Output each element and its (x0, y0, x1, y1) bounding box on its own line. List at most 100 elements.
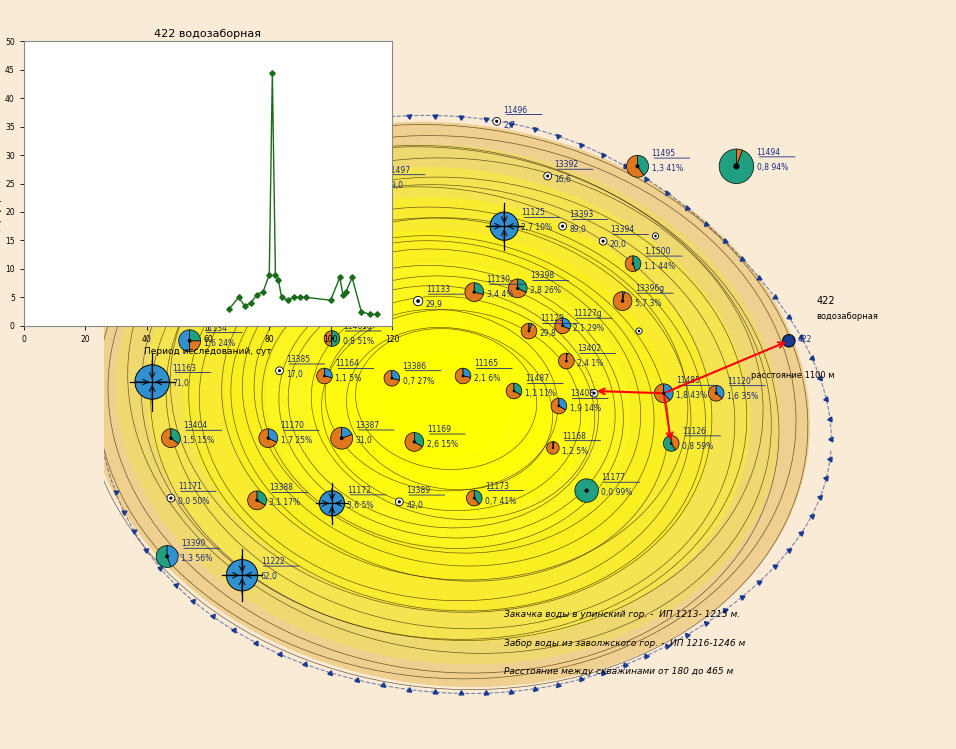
Y-axis label: Конц. флуоресцеина,  ·10⁻⁶ г/л: Конц. флуоресцеина, ·10⁻⁶ г/л (0, 115, 2, 252)
Text: 42,0: 42,0 (406, 501, 424, 510)
Circle shape (557, 404, 560, 407)
Text: 71,0: 71,0 (172, 378, 189, 387)
Text: 1,8 43%: 1,8 43% (676, 391, 707, 401)
Text: 11133: 11133 (425, 285, 449, 294)
Circle shape (544, 172, 552, 180)
Text: 11129: 11129 (540, 315, 564, 324)
Circle shape (413, 297, 423, 306)
Wedge shape (654, 383, 670, 403)
Circle shape (255, 304, 259, 307)
Circle shape (356, 169, 383, 198)
Text: 11169: 11169 (426, 425, 450, 434)
Wedge shape (563, 318, 571, 329)
Wedge shape (324, 303, 339, 318)
Ellipse shape (225, 229, 672, 580)
Circle shape (599, 237, 607, 245)
Text: 11172: 11172 (347, 486, 371, 495)
Text: 1,9 14%: 1,9 14% (570, 404, 601, 413)
Wedge shape (638, 155, 648, 175)
Wedge shape (708, 386, 722, 401)
Text: расстояние 1100 м: расстояние 1100 м (751, 372, 835, 380)
Wedge shape (269, 236, 279, 247)
Circle shape (181, 287, 184, 290)
Wedge shape (474, 282, 484, 294)
Text: 11497: 11497 (386, 166, 411, 175)
X-axis label: Период исследований, сут: Период исследований, сут (144, 347, 272, 356)
Wedge shape (324, 369, 333, 377)
Text: 11485: 11485 (676, 376, 700, 385)
Circle shape (663, 392, 665, 395)
Wedge shape (167, 545, 178, 567)
Wedge shape (331, 427, 353, 449)
Ellipse shape (306, 295, 590, 514)
Text: 1,1 44%: 1,1 44% (644, 262, 675, 271)
Circle shape (169, 497, 172, 500)
Circle shape (227, 560, 258, 591)
Text: 11165: 11165 (474, 360, 498, 369)
Wedge shape (551, 398, 566, 413)
Wedge shape (467, 491, 479, 506)
Wedge shape (465, 282, 484, 302)
Wedge shape (518, 279, 527, 292)
Text: 2,0 3%: 2,0 3% (195, 286, 222, 295)
Circle shape (670, 442, 673, 445)
Circle shape (267, 245, 271, 249)
Text: 13398: 13398 (530, 271, 554, 280)
Wedge shape (257, 236, 279, 258)
Circle shape (528, 330, 531, 333)
Wedge shape (405, 432, 423, 452)
Text: 89,0: 89,0 (570, 225, 586, 234)
Text: 0,8 94%: 0,8 94% (756, 163, 788, 172)
Wedge shape (575, 479, 598, 503)
Text: 1,3 56%: 1,3 56% (181, 554, 212, 563)
Text: 11120: 11120 (727, 377, 750, 386)
Text: 17,0: 17,0 (287, 370, 303, 379)
Wedge shape (183, 278, 192, 290)
Wedge shape (316, 369, 332, 383)
Circle shape (319, 267, 329, 276)
Text: 49,0: 49,0 (386, 181, 403, 189)
Circle shape (275, 367, 283, 374)
Text: 2,8 26%: 2,8 26% (530, 286, 561, 296)
Circle shape (187, 339, 191, 343)
Wedge shape (671, 436, 679, 450)
Circle shape (654, 234, 657, 237)
Wedge shape (559, 398, 567, 410)
Ellipse shape (116, 145, 780, 664)
Circle shape (495, 120, 498, 123)
Wedge shape (257, 491, 267, 505)
Text: 13403: 13403 (570, 389, 594, 398)
Title: 422 водозаборная: 422 водозаборная (155, 29, 261, 39)
Wedge shape (341, 427, 352, 438)
Circle shape (546, 175, 550, 178)
Ellipse shape (86, 122, 810, 687)
Circle shape (561, 225, 564, 228)
Wedge shape (384, 371, 400, 386)
Circle shape (390, 377, 393, 380)
Text: 11481g: 11481g (343, 322, 372, 331)
Text: 1,1500: 1,1500 (644, 247, 670, 256)
Circle shape (396, 498, 403, 506)
Circle shape (322, 269, 326, 273)
Text: 29,9: 29,9 (425, 300, 443, 309)
Text: 11163: 11163 (172, 363, 196, 372)
Text: 13392: 13392 (554, 160, 578, 169)
Text: 11222: 11222 (261, 557, 285, 566)
Text: 13396g: 13396g (635, 284, 664, 293)
Ellipse shape (184, 197, 713, 612)
Circle shape (398, 500, 401, 503)
Ellipse shape (384, 354, 511, 455)
Text: 11125: 11125 (521, 208, 545, 217)
Wedge shape (257, 296, 267, 308)
Text: 29,8: 29,8 (540, 330, 556, 339)
Ellipse shape (265, 263, 631, 546)
Circle shape (492, 118, 501, 125)
Circle shape (593, 392, 596, 395)
Wedge shape (719, 149, 753, 184)
Wedge shape (189, 330, 201, 341)
Wedge shape (156, 545, 171, 568)
Circle shape (331, 337, 334, 340)
Text: 2,7 10%: 2,7 10% (521, 223, 553, 232)
Wedge shape (332, 331, 339, 346)
Text: 11122: 11122 (282, 230, 306, 239)
